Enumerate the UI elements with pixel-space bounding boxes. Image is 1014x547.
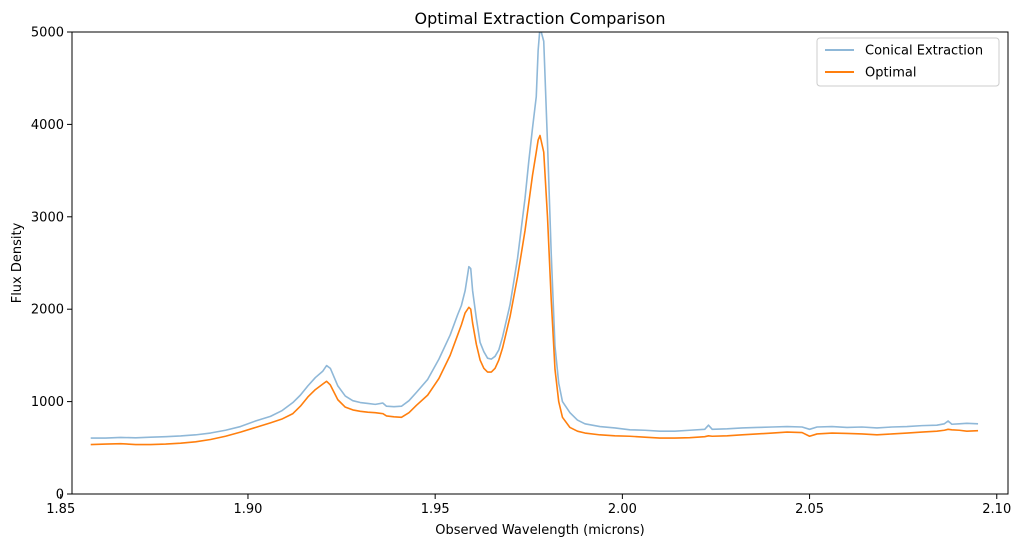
- y-axis-title: Flux Density: [10, 222, 25, 303]
- x-tick-label: 2.10: [982, 502, 1011, 517]
- x-tick-label: 2.05: [795, 502, 824, 517]
- y-tick-label: 4000: [31, 118, 64, 133]
- x-axis-title: Observed Wavelength (microns): [435, 523, 645, 538]
- y-tick-label: 0: [56, 488, 64, 503]
- x-tick-label: 2.00: [608, 502, 637, 517]
- y-tick-label: 5000: [31, 26, 64, 41]
- x-tick-label: 1.85: [46, 502, 75, 517]
- y-tick-label: 2000: [31, 303, 64, 318]
- y-tick-label: 1000: [31, 395, 64, 410]
- chart-title: Optimal Extraction Comparison: [415, 9, 666, 28]
- y-tick-label: 3000: [31, 210, 64, 225]
- series-line-optimal: [90, 134, 979, 446]
- x-axis: 1.85 1.90 1.95 2.00 2.05 2.10: [46, 494, 1011, 517]
- x-tick-label: 1.90: [233, 502, 262, 517]
- legend: Conical Extraction Optimal: [816, 37, 1000, 87]
- y-axis: 0 1000 2000 3000 4000 5000: [31, 26, 72, 503]
- plot-area-frame: [71, 31, 1009, 495]
- x-tick-label: 1.95: [421, 502, 450, 517]
- series-line-conical-extraction: [90, 32, 979, 439]
- legend-box: [816, 37, 1000, 87]
- legend-label-optimal: Optimal: [865, 66, 916, 81]
- legend-label-conical-extraction: Conical Extraction: [865, 44, 983, 59]
- series-layer: [90, 32, 979, 446]
